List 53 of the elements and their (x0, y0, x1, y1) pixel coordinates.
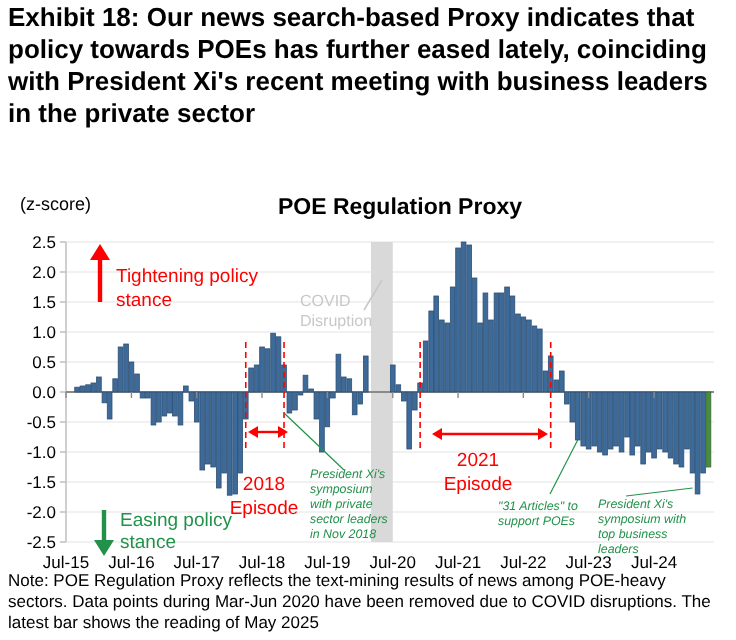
x-tick-label: Jul-18 (238, 552, 286, 572)
bar (629, 391, 636, 456)
x-tick-label: Jul-21 (434, 552, 482, 572)
bar (574, 391, 581, 441)
text: Note: POE Regulation Proxy reflects the text-mining results of news among POE-heavy sectors. Data points during Mar-Jun 2020 have been removed due to COVID disruptions. The latest bar shows the reading of May 2025 (8, 570, 712, 632)
bar (455, 247, 461, 393)
y-tick-label: -1.5 (26, 472, 57, 492)
bar (177, 391, 184, 426)
y-tick-label: -2.5 (26, 532, 57, 552)
y-tick-label: 0.0 (32, 382, 57, 402)
chart-title: Exhibit 18: Our news search-based Proxy indicates that policy towards POEs has further eased lately, coinciding with President Xi's recent meeting with business leaders in the private sector (6, 2, 708, 128)
x-tick-label: Jul-20 (369, 552, 417, 572)
x-tick-label: Jul-19 (304, 552, 351, 572)
y-tick-label: -0.5 (26, 412, 57, 432)
bar (123, 343, 129, 393)
bar (482, 292, 489, 393)
y-tick-label: 2.5 (32, 232, 57, 252)
bar (335, 353, 342, 393)
bar (199, 391, 206, 471)
x-tick-label: Jul-16 (108, 552, 156, 572)
y-tick-label: -2.0 (26, 502, 57, 522)
annotation: 2018 Episode (229, 474, 299, 520)
y-tick-label: 1.0 (32, 322, 57, 342)
bar (537, 328, 543, 393)
bar (390, 364, 396, 393)
x-tick-label: Jul-15 (42, 552, 90, 572)
bar (275, 336, 282, 393)
x-tick-label: Jul-23 (565, 552, 613, 572)
x-tick-label: Jul-22 (500, 552, 548, 572)
bar (292, 391, 298, 411)
annotation: Tightening policy stance (116, 266, 259, 312)
annotation: 2021 Episode (443, 450, 513, 496)
bar (156, 391, 162, 423)
bar (302, 374, 309, 393)
bar (580, 391, 587, 447)
bar (117, 346, 124, 393)
bar (319, 391, 325, 453)
y-tick-label: 0.5 (32, 352, 57, 372)
x-tick-label: Jul-24 (630, 552, 678, 572)
y-tick-label: 1.5 (32, 292, 57, 312)
bar (150, 391, 157, 426)
bar (259, 346, 265, 393)
bar (90, 382, 97, 393)
annotation: Easing policy stance (120, 510, 233, 554)
chart-subtitle: POE Regulation Proxy (277, 196, 524, 220)
y-tick-label: -1.0 (26, 442, 57, 462)
y-tick-label: 2.0 (32, 262, 57, 282)
y-axis-title: (z-score) (20, 194, 91, 214)
bar (406, 391, 412, 450)
x-tick-label: Jul-17 (173, 552, 221, 572)
bar (493, 292, 500, 393)
bar (74, 386, 80, 393)
bar (705, 391, 712, 468)
